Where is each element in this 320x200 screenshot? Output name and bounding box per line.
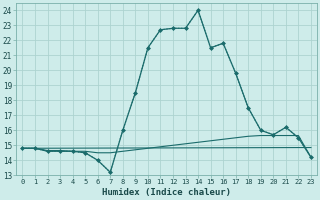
X-axis label: Humidex (Indice chaleur): Humidex (Indice chaleur)	[102, 188, 231, 197]
